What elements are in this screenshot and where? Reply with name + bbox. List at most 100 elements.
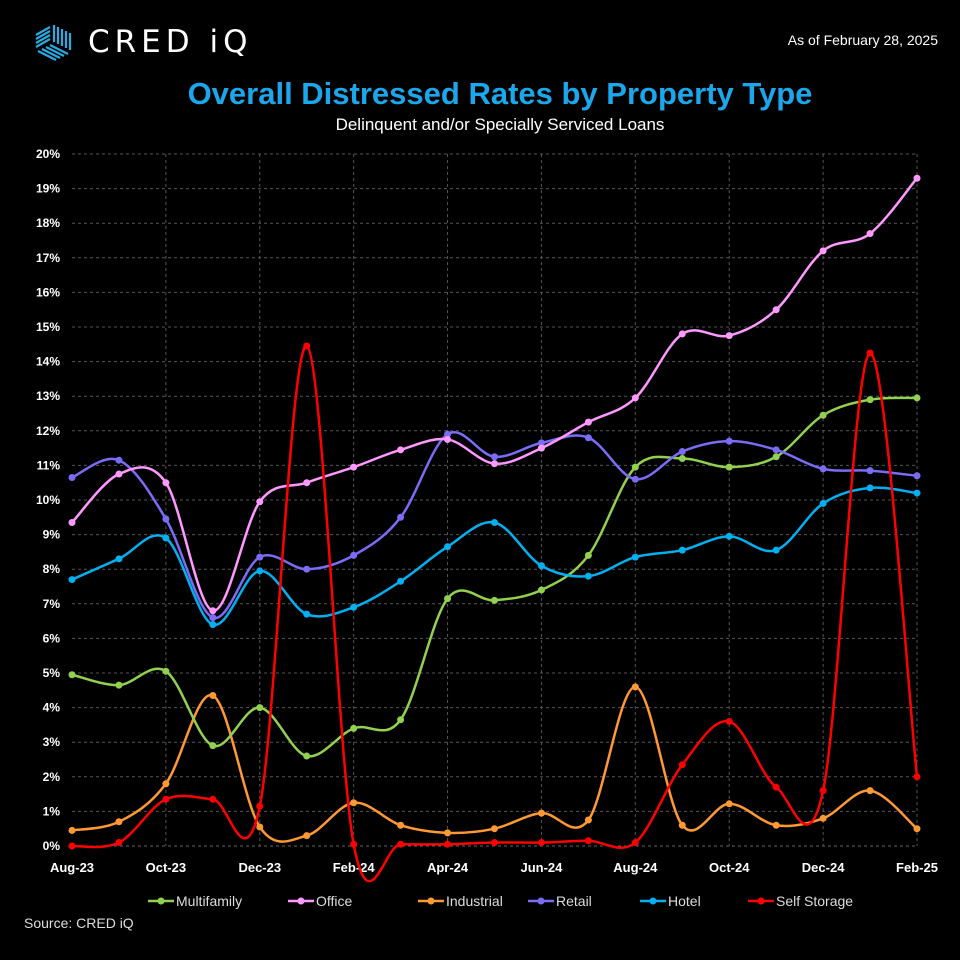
y-tick-label: 10% <box>36 493 60 507</box>
data-point-hotel <box>678 546 686 554</box>
series-line-industrial <box>71 685 918 843</box>
data-point-office <box>444 435 452 443</box>
data-point-office <box>819 247 827 255</box>
chart-subtitle: Delinquent and/or Specially Serviced Loa… <box>335 115 665 134</box>
data-point-office <box>678 330 686 338</box>
x-tick-label: Aug-23 <box>50 860 94 875</box>
data-point-office <box>491 460 498 468</box>
chart-title: Overall Distressed Rates by Property Typ… <box>187 76 813 111</box>
data-point-self-storage <box>115 839 123 847</box>
data-point-multifamily <box>725 463 733 471</box>
legend-label: Hotel <box>668 893 701 909</box>
data-point-multifamily <box>772 453 780 461</box>
data-point-office <box>162 479 170 487</box>
data-point-retail <box>256 553 264 561</box>
y-tick-label: 6% <box>43 631 61 645</box>
legend-marker-hotel <box>649 897 657 905</box>
data-point-retail <box>397 513 405 521</box>
y-tick-label: 12% <box>36 424 60 438</box>
legend-marker-multifamily <box>157 897 165 905</box>
series-line-multifamily <box>71 396 918 758</box>
data-point-retail <box>303 565 311 573</box>
data-point-office <box>68 518 76 526</box>
data-point-retail <box>631 475 639 483</box>
y-tick-label: 11% <box>37 458 61 472</box>
data-point-hotel <box>303 610 311 618</box>
data-point-multifamily <box>866 396 874 404</box>
data-point-office <box>256 498 264 506</box>
data-point-industrial <box>162 780 170 788</box>
data-point-hotel <box>491 518 498 526</box>
data-point-self-storage <box>725 717 733 725</box>
legend-item-multifamily: Multifamily <box>148 893 242 909</box>
data-point-industrial <box>444 829 452 837</box>
series-industrial <box>68 683 921 843</box>
data-point-self-storage <box>162 795 170 803</box>
data-point-office <box>772 306 780 314</box>
data-point-industrial <box>209 691 217 699</box>
x-tick-label: Apr-24 <box>427 860 469 875</box>
series-line-hotel <box>71 486 918 626</box>
data-point-industrial <box>491 825 498 833</box>
y-tick-label: 14% <box>36 355 60 369</box>
legend-item-self-storage: Self Storage <box>748 893 853 909</box>
data-point-industrial <box>537 809 545 817</box>
series-retail <box>68 430 921 622</box>
data-point-multifamily <box>444 595 452 603</box>
data-point-self-storage <box>397 840 405 848</box>
data-point-self-storage <box>68 842 76 850</box>
data-point-hotel <box>913 489 921 497</box>
cred-iq-logo-icon <box>35 25 72 61</box>
data-point-hotel <box>631 553 639 561</box>
legend-marker-industrial <box>427 897 435 905</box>
data-point-retail <box>725 437 733 445</box>
data-point-office <box>866 230 874 238</box>
data-point-multifamily <box>678 454 686 462</box>
legend-marker-office <box>297 897 305 905</box>
data-point-self-storage <box>913 773 921 781</box>
data-point-hotel <box>772 546 780 554</box>
data-point-industrial <box>913 825 921 833</box>
data-point-hotel <box>68 576 76 584</box>
series-hotel <box>68 484 921 629</box>
data-point-self-storage <box>584 837 592 845</box>
series-multifamily <box>68 394 921 760</box>
data-point-retail <box>209 614 217 622</box>
data-point-multifamily <box>631 463 639 471</box>
x-tick-label: Oct-24 <box>709 860 750 875</box>
y-tick-label: 17% <box>36 251 60 265</box>
logo: CRED iQ <box>34 22 253 62</box>
data-point-self-storage <box>678 761 686 769</box>
data-point-retail <box>68 474 76 482</box>
x-tick-label: Feb-24 <box>333 860 376 875</box>
data-point-industrial <box>256 823 264 831</box>
series-line-office <box>71 177 918 612</box>
x-tick-label: Feb-25 <box>896 860 938 875</box>
data-point-self-storage <box>256 802 264 810</box>
y-tick-label: 3% <box>43 735 61 749</box>
data-point-self-storage <box>350 840 358 848</box>
legend-label: Industrial <box>446 893 503 909</box>
data-point-office <box>209 607 217 615</box>
legend-marker-self-storage <box>757 897 765 905</box>
x-tick-label: Aug-24 <box>613 860 658 875</box>
data-point-retail <box>162 515 170 523</box>
data-point-multifamily <box>303 752 311 760</box>
data-point-industrial <box>584 816 592 824</box>
data-point-office <box>584 418 592 426</box>
y-tick-label: 2% <box>43 770 61 784</box>
data-point-retail <box>678 448 686 456</box>
data-point-multifamily <box>491 596 498 604</box>
source-note: Source: CRED iQ <box>24 915 134 931</box>
data-point-multifamily <box>350 724 358 732</box>
y-tick-label: 7% <box>43 597 61 611</box>
data-point-office <box>303 479 311 487</box>
legend-label: Self Storage <box>776 893 853 909</box>
data-point-industrial <box>772 821 780 829</box>
data-point-hotel <box>162 534 170 542</box>
data-point-office <box>397 446 405 454</box>
data-point-industrial <box>725 800 733 808</box>
data-point-retail <box>772 446 780 454</box>
data-point-office <box>115 470 123 478</box>
y-tick-label: 13% <box>36 389 60 403</box>
